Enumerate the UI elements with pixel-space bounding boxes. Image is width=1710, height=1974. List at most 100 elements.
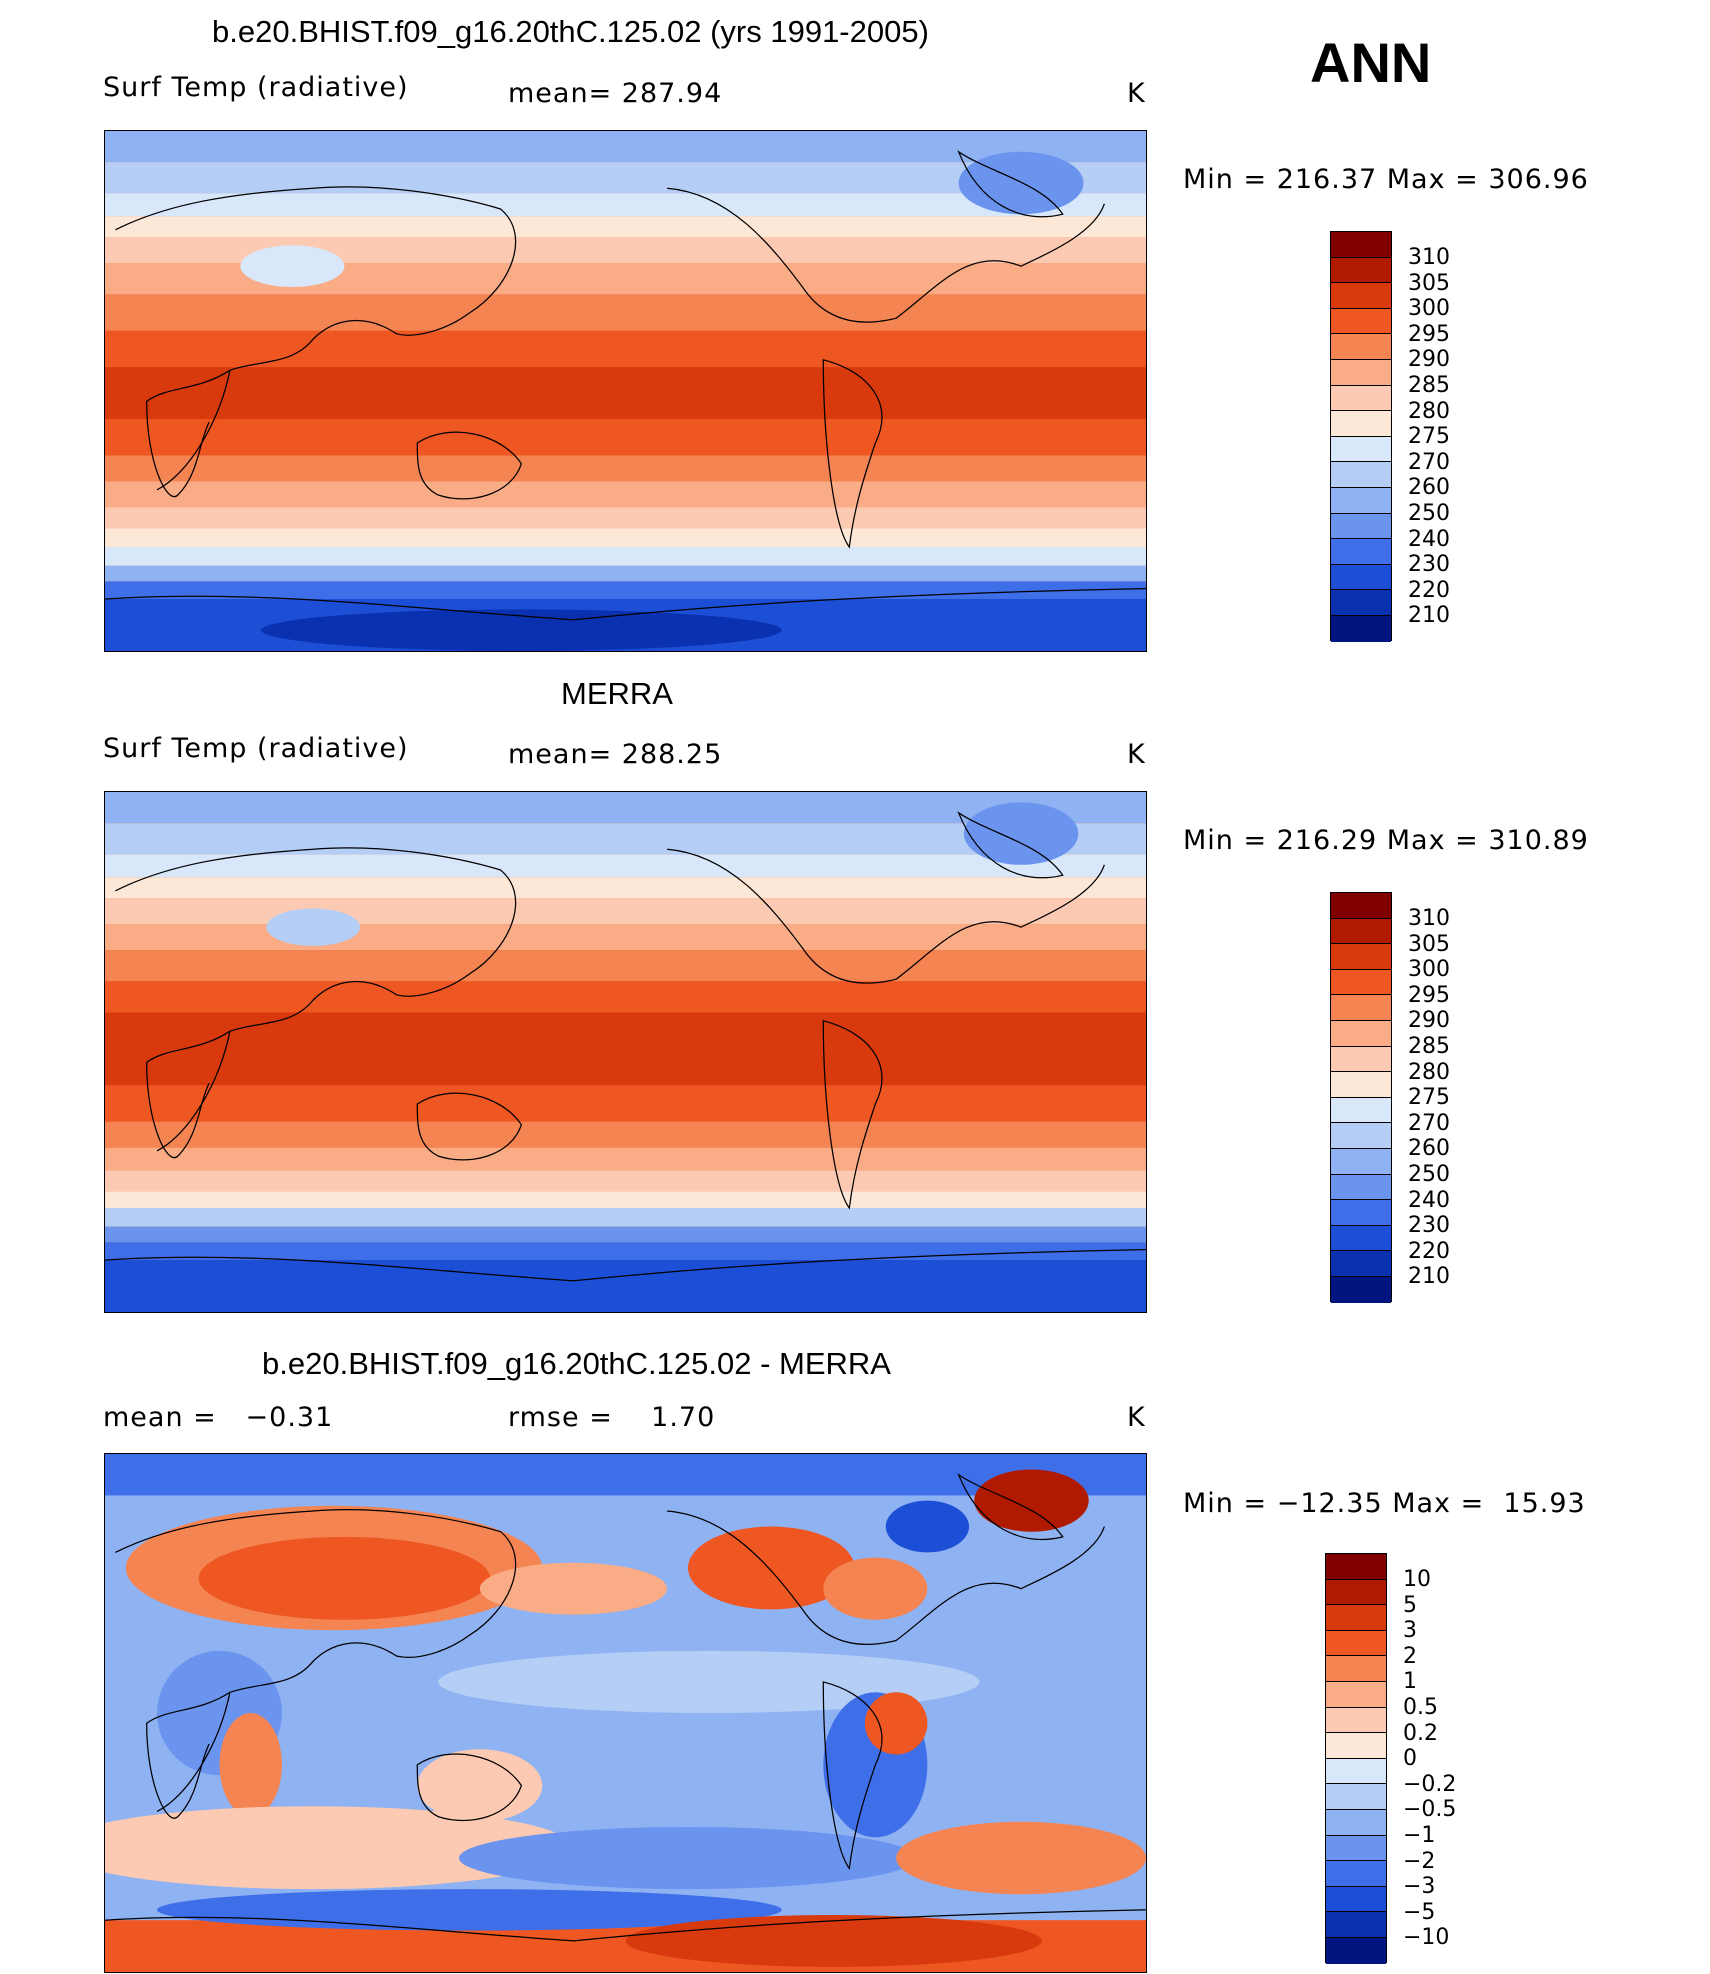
mean-label: mean = −0.31 <box>103 1402 334 1433</box>
colorbar-tick: 275 <box>1408 424 1450 449</box>
colorbar-swatch <box>1331 359 1391 386</box>
colorbar-swatch <box>1326 1554 1386 1580</box>
units-label: K <box>1127 1402 1146 1433</box>
colorbar-tick: 0.2 <box>1403 1721 1438 1746</box>
colorbar-swatch <box>1326 1681 1386 1708</box>
colorbar-tick: 210 <box>1408 603 1450 628</box>
colorbar-tick: 285 <box>1408 373 1450 398</box>
colorbar-tick: 260 <box>1408 1136 1450 1161</box>
colorbar-swatch <box>1331 436 1391 463</box>
colorbar-swatch <box>1326 1937 1386 1964</box>
colorbar-swatch <box>1331 334 1391 360</box>
season-label: ANN <box>1310 31 1432 94</box>
colorbar-tick: 275 <box>1408 1085 1450 1110</box>
minmax-label: Min = 216.37 Max = 306.96 <box>1183 164 1589 195</box>
colorbar-swatch <box>1331 1251 1391 1277</box>
colorbar-tick: 3 <box>1403 1618 1417 1643</box>
colorbar-tick: −1 <box>1403 1823 1436 1848</box>
colorbar-tick: 230 <box>1408 552 1450 577</box>
colorbar-tick: 210 <box>1408 1264 1450 1289</box>
colorbar-swatch <box>1331 283 1391 309</box>
map-canvas <box>105 131 1146 651</box>
colorbar-swatch <box>1331 564 1391 591</box>
colorbar-tick: 250 <box>1408 501 1450 526</box>
colorbar-tick: −0.2 <box>1403 1772 1457 1797</box>
colorbar-swatch <box>1331 995 1391 1021</box>
colorbar-swatch <box>1331 513 1391 540</box>
units-label: K <box>1127 78 1146 109</box>
variable-label: Surf Temp (radiative) <box>103 72 409 103</box>
colorbar-swatch <box>1331 1046 1391 1073</box>
colorbar-swatch <box>1331 1123 1391 1149</box>
colorbar-swatch <box>1331 615 1391 642</box>
colorbar-swatch <box>1331 1072 1391 1098</box>
mean-label: mean= 288.25 <box>508 739 723 770</box>
colorbar-tick: 5 <box>1403 1593 1417 1618</box>
colorbar-swatch <box>1326 1579 1386 1606</box>
map-canvas <box>105 1454 1146 1972</box>
colorbar-tick: 0.5 <box>1403 1695 1438 1720</box>
variable-label: Surf Temp (radiative) <box>103 733 409 764</box>
panel-title: b.e20.BHIST.f09_g16.20thC.125.02 - MERRA <box>262 1346 891 1381</box>
map-plot-diff <box>104 1453 1147 1973</box>
colorbar-swatch <box>1331 411 1391 437</box>
colorbar-tick: 285 <box>1408 1034 1450 1059</box>
colorbar-swatch <box>1331 1020 1391 1047</box>
colorbar-tick: 220 <box>1408 578 1450 603</box>
colorbar-swatch <box>1331 1148 1391 1175</box>
colorbar-swatch <box>1331 918 1391 945</box>
colorbar-swatch <box>1331 1097 1391 1124</box>
colorbar-tick: −3 <box>1403 1874 1436 1899</box>
colorbar-tick: 310 <box>1408 245 1450 270</box>
rmse-label: rmse = 1.70 <box>508 1402 716 1433</box>
colorbar-swatch <box>1331 969 1391 996</box>
colorbar-tick: 10 <box>1403 1567 1431 1592</box>
colorbar-tick: −5 <box>1403 1900 1436 1925</box>
colorbar-model <box>1330 231 1392 642</box>
colorbar-swatch <box>1326 1707 1386 1734</box>
colorbar-tick: 305 <box>1408 271 1450 296</box>
colorbar-swatch <box>1331 232 1391 258</box>
colorbar-swatch <box>1331 944 1391 970</box>
colorbar-swatch <box>1331 487 1391 514</box>
map-canvas <box>105 792 1146 1312</box>
colorbar-swatch <box>1331 1200 1391 1226</box>
colorbar-tick: 240 <box>1408 527 1450 552</box>
minmax-label: Min = −12.35 Max = 15.93 <box>1183 1488 1586 1519</box>
colorbar-swatch <box>1326 1809 1386 1836</box>
minmax-label: Min = 216.29 Max = 310.89 <box>1183 825 1589 856</box>
colorbar-tick: 295 <box>1408 322 1450 347</box>
colorbar-swatch <box>1326 1605 1386 1631</box>
colorbar-tick: 230 <box>1408 1213 1450 1238</box>
colorbar-swatch <box>1331 1174 1391 1201</box>
colorbar-swatch <box>1331 385 1391 412</box>
colorbar-tick: 310 <box>1408 906 1450 931</box>
colorbar-obs <box>1330 892 1392 1303</box>
colorbar-swatch <box>1326 1835 1386 1862</box>
colorbar-swatch <box>1331 590 1391 616</box>
colorbar-tick: 280 <box>1408 399 1450 424</box>
colorbar-swatch <box>1331 539 1391 565</box>
colorbar-swatch <box>1326 1784 1386 1810</box>
colorbar-tick: 290 <box>1408 1008 1450 1033</box>
colorbar-tick: 1 <box>1403 1669 1417 1694</box>
colorbar-tick: 270 <box>1408 450 1450 475</box>
colorbar-diff <box>1325 1553 1387 1964</box>
colorbar-swatch <box>1331 893 1391 919</box>
colorbar-swatch <box>1326 1886 1386 1913</box>
colorbar-tick: −2 <box>1403 1849 1436 1874</box>
colorbar-swatch <box>1331 462 1391 488</box>
colorbar-tick: 295 <box>1408 983 1450 1008</box>
colorbar-tick: 280 <box>1408 1060 1450 1085</box>
colorbar-tick: 0 <box>1403 1746 1417 1771</box>
map-plot-model <box>104 130 1147 652</box>
panel-title: MERRA <box>561 676 673 711</box>
colorbar-tick: −0.5 <box>1403 1797 1457 1822</box>
colorbar-swatch <box>1331 1225 1391 1252</box>
mean-label: mean= 287.94 <box>508 78 723 109</box>
colorbar-tick: 260 <box>1408 475 1450 500</box>
colorbar-swatch <box>1326 1912 1386 1938</box>
colorbar-tick: 290 <box>1408 347 1450 372</box>
colorbar-swatch <box>1326 1758 1386 1785</box>
colorbar-swatch <box>1331 308 1391 335</box>
